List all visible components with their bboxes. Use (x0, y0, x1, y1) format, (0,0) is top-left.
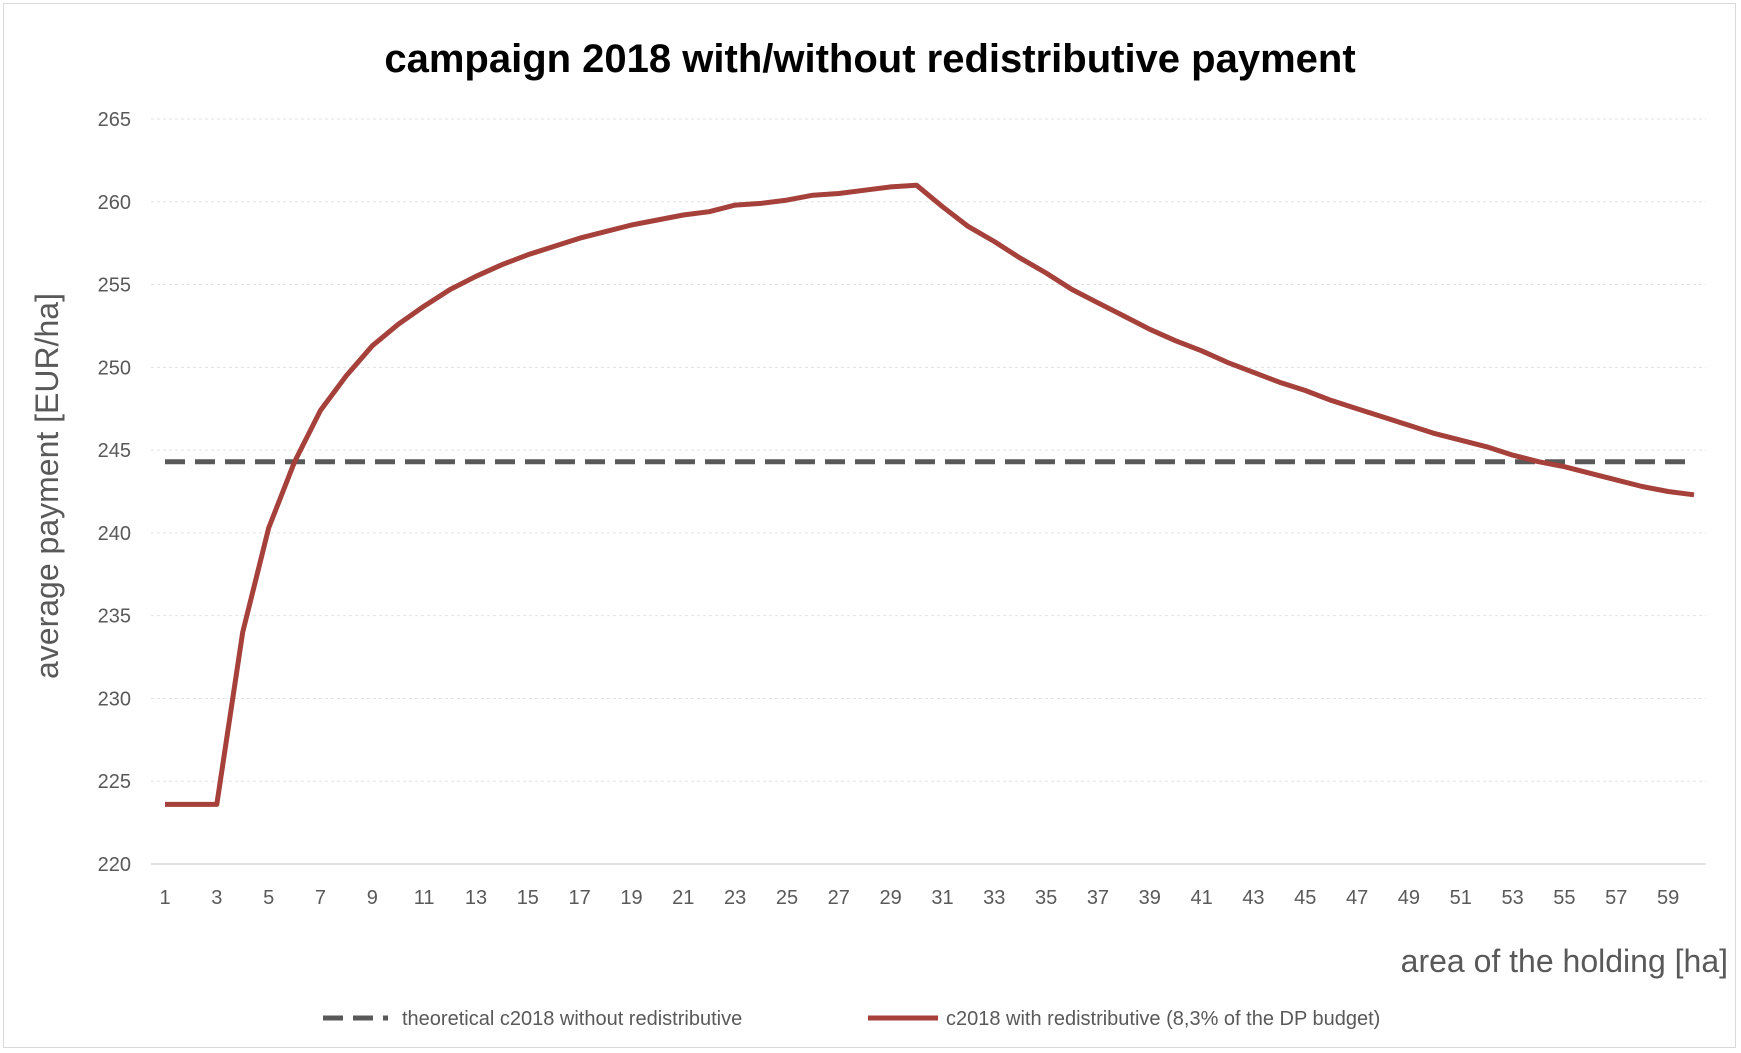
x-tick-label: 25 (776, 887, 798, 909)
chart-frame (3, 3, 1736, 1048)
series-line-with-redistributive (165, 182, 1695, 807)
legend-label-without-redistributive: theoretical c2018 without redistributive (402, 1008, 742, 1030)
chart-title: campaign 2018 with/without redistributiv… (384, 37, 1355, 81)
x-tick-label: 15 (517, 887, 539, 909)
y-tick-label: 255 (98, 275, 131, 297)
x-tick-label: 7 (315, 887, 326, 909)
x-tick-label: 3 (211, 887, 222, 909)
y-tick-label: 230 (98, 688, 131, 710)
x-tick-label: 33 (983, 887, 1005, 909)
x-axis-label: area of the holding [ha] (1401, 943, 1728, 979)
y-tick-label: 220 (98, 854, 131, 876)
y-axis-label: average payment [EUR/ha] (29, 293, 65, 679)
x-tick-label: 9 (367, 887, 378, 909)
x-tick-label: 39 (1139, 887, 1161, 909)
y-tick-label: 235 (98, 606, 131, 628)
x-tick-label: 21 (672, 887, 694, 909)
x-tick-label: 45 (1294, 887, 1316, 909)
x-tick-label: 13 (465, 887, 487, 909)
x-tick-label: 31 (931, 887, 953, 909)
x-tick-label: 43 (1242, 887, 1264, 909)
y-tick-label: 260 (98, 192, 131, 214)
x-tick-label: 51 (1450, 887, 1472, 909)
y-tick-label: 225 (98, 771, 131, 793)
series-layer (165, 182, 1695, 807)
gridlines (151, 118, 1706, 865)
x-tick-label: 57 (1605, 887, 1627, 909)
x-tick-label: 11 (414, 887, 435, 909)
x-tick-label: 27 (828, 887, 850, 909)
x-tick-label: 1 (159, 887, 170, 909)
x-tick-label: 19 (620, 887, 642, 909)
x-tick-label: 23 (724, 887, 746, 909)
legend-item-with-redistributive: c2018 with redistributive (8,3% of the D… (868, 1008, 1380, 1030)
legend-item-without-redistributive: theoretical c2018 without redistributive (323, 1008, 742, 1030)
legend-label-with-redistributive: c2018 with redistributive (8,3% of the D… (946, 1008, 1380, 1030)
x-tick-label: 47 (1346, 887, 1368, 909)
y-tick-label: 245 (98, 440, 131, 462)
x-tick-label: 49 (1398, 887, 1420, 909)
legend: theoretical c2018 without redistributive… (323, 1008, 1380, 1030)
x-tick-label: 37 (1087, 887, 1109, 909)
x-tick-label: 5 (263, 887, 274, 909)
y-tick-label: 240 (98, 523, 131, 545)
y-tick-label: 265 (98, 109, 131, 131)
x-tick-label: 17 (569, 887, 591, 909)
y-tick-label: 250 (98, 357, 131, 379)
x-tick-label: 59 (1657, 887, 1679, 909)
x-tick-label: 53 (1501, 887, 1523, 909)
y-axis-ticks: 220 225 230 235 240 245 250 255 260 265 (98, 109, 131, 876)
x-tick-label: 55 (1553, 887, 1575, 909)
x-tick-label: 41 (1190, 887, 1212, 909)
x-tick-label: 29 (880, 887, 902, 909)
x-axis-ticks: 1 3 5 7 9 11 13 15 17 19 21 23 25 27 29 31 33 35 37 39 41 43 4… (159, 887, 1679, 909)
x-tick-label: 35 (1035, 887, 1057, 909)
